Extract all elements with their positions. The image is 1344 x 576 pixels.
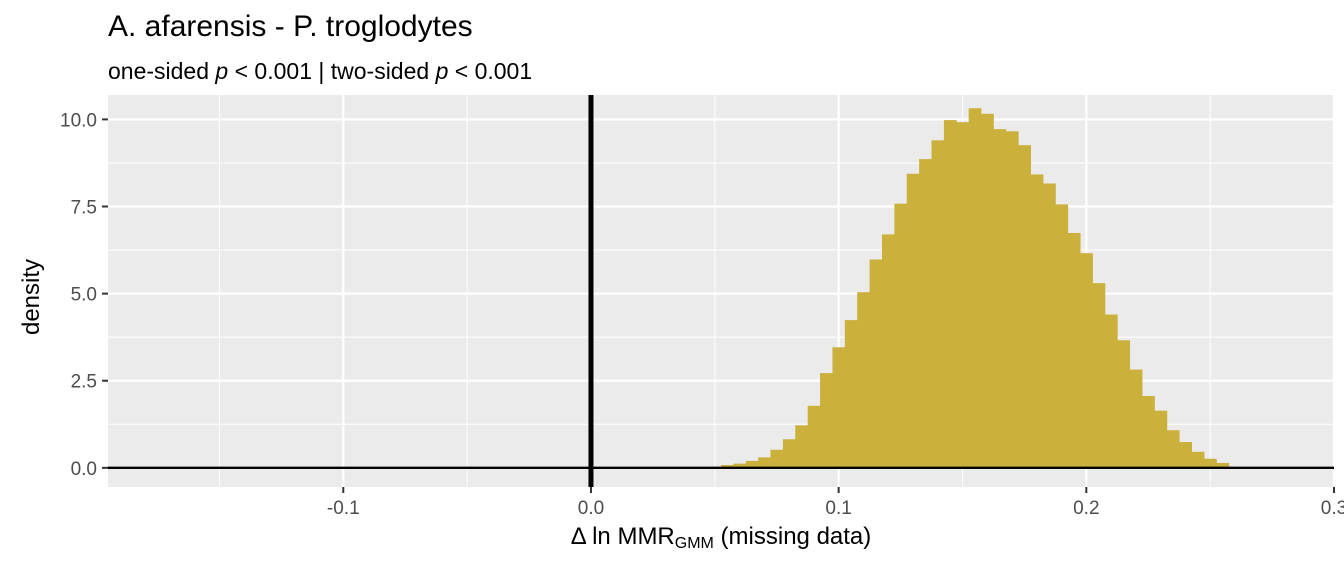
y-tick-label: 2.5 xyxy=(71,372,97,393)
histogram-bar xyxy=(1129,369,1143,468)
histogram-bar xyxy=(894,203,908,468)
histogram-bar xyxy=(770,449,784,468)
histogram-bar xyxy=(1154,410,1168,468)
x-tick-label: 0.0 xyxy=(578,498,604,519)
histogram-bar xyxy=(881,234,895,468)
histogram-bar xyxy=(906,173,920,468)
subtitle-two-sided-value: < 0.001 xyxy=(448,58,533,84)
subtitle-one-sided-label: one-sided xyxy=(108,58,216,84)
histogram-bar xyxy=(919,159,932,468)
chart-title: A. afarensis - P. troglodytes xyxy=(108,10,473,43)
histogram-bar xyxy=(745,460,759,468)
x-axis-label: Δ ln MMRGMM (missing data) xyxy=(571,523,872,553)
y-tick-label: 7.5 xyxy=(71,198,97,219)
x-axis-ticks: -0.1 0.0 0.1 0.2 0.3 xyxy=(327,487,1344,519)
histogram-bar xyxy=(869,259,883,468)
histogram-bar xyxy=(1042,183,1056,468)
histogram-bar xyxy=(844,320,858,468)
histogram-bar xyxy=(832,347,846,468)
histogram-bar xyxy=(1080,253,1093,468)
histogram-bar xyxy=(1142,396,1155,468)
histogram-bar xyxy=(1104,314,1118,468)
histogram-bar xyxy=(1166,430,1180,468)
histogram-bar xyxy=(1055,204,1069,468)
histogram-bar xyxy=(1203,458,1217,468)
histogram-bar xyxy=(758,457,771,468)
subtitle-p-symbol-1: p xyxy=(215,58,229,84)
x-axis-label-suffix: (missing data) xyxy=(713,523,872,550)
histogram-bar xyxy=(1092,283,1106,468)
x-tick-label: -0.1 xyxy=(327,498,360,519)
chart-subtitle: one-sided p < 0.001 | two-sided p < 0.00… xyxy=(108,58,532,85)
histogram-bar xyxy=(981,113,994,468)
histogram-bar xyxy=(993,129,1007,468)
histogram-bar xyxy=(857,292,871,468)
histogram-bars xyxy=(721,108,1230,468)
subtitle-one-sided-value: < 0.001 | two-sided xyxy=(228,58,436,84)
y-tick-label: 5.0 xyxy=(71,285,97,306)
histogram-bar xyxy=(1067,232,1081,468)
histogram-bar xyxy=(1117,340,1131,468)
histogram-bar xyxy=(1005,131,1019,468)
x-tick-label: 0.3 xyxy=(1321,498,1344,519)
histogram-bar xyxy=(795,425,809,468)
histogram-bar xyxy=(1191,451,1205,468)
histogram-bar xyxy=(721,465,734,468)
histogram-bar xyxy=(931,140,945,468)
histogram-bar xyxy=(807,405,821,468)
histogram-bar xyxy=(968,108,982,468)
histogram-bar xyxy=(782,439,796,468)
y-axis-label: density xyxy=(18,258,45,336)
y-tick-label: 10.0 xyxy=(60,110,97,131)
x-tick-label: 0.2 xyxy=(1073,498,1099,519)
histogram-bar xyxy=(1179,442,1192,468)
histogram-bar xyxy=(1018,145,1031,468)
y-tick-label: 0.0 xyxy=(71,459,97,480)
histogram-bar xyxy=(820,373,833,468)
histogram-bar xyxy=(1030,174,1044,468)
x-tick-label: 0.1 xyxy=(825,498,851,519)
histogram-bar xyxy=(943,120,957,468)
x-axis-label-main: Δ ln MMR xyxy=(570,523,675,550)
x-axis-label-subscript: GMM xyxy=(674,535,714,552)
histogram-bar xyxy=(956,122,970,468)
subtitle-p-symbol-2: p xyxy=(435,58,449,84)
histogram-bar xyxy=(733,463,747,468)
y-axis-ticks: 0.0 2.5 5.0 7.5 10.0 xyxy=(60,110,108,480)
histogram-bar xyxy=(1216,462,1230,468)
